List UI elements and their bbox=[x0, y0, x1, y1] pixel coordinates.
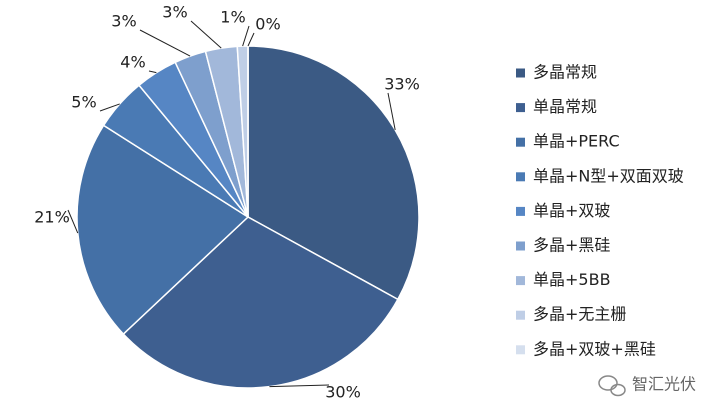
legend-swatch bbox=[516, 276, 525, 286]
legend-label: 多晶+双玻+黑硅 bbox=[533, 339, 656, 358]
data-label: 4% bbox=[120, 53, 145, 72]
legend-label: 多晶常规 bbox=[533, 63, 597, 82]
legend-swatch bbox=[516, 172, 525, 182]
leader-line bbox=[67, 209, 79, 234]
data-label: 5% bbox=[71, 93, 96, 112]
data-label: 33% bbox=[384, 75, 420, 94]
leader-line bbox=[242, 25, 250, 47]
data-label: 21% bbox=[34, 208, 70, 227]
legend-label: 多晶+无主栅 bbox=[533, 305, 626, 324]
legend-swatch bbox=[516, 310, 525, 320]
data-label: 30% bbox=[325, 383, 361, 402]
legend-swatch bbox=[516, 345, 525, 355]
pie-slice bbox=[247, 45, 420, 301]
legend-label: 单晶+双玻 bbox=[533, 201, 610, 220]
data-label: 0% bbox=[255, 15, 280, 34]
data-label: 3% bbox=[111, 12, 136, 31]
legend-label: 单晶常规 bbox=[533, 97, 597, 116]
leader-line bbox=[99, 103, 120, 112]
legend-swatch bbox=[516, 68, 525, 78]
pie-slice bbox=[122, 216, 399, 389]
legend-swatch bbox=[516, 103, 525, 113]
data-label: 3% bbox=[162, 3, 187, 22]
pie-slice bbox=[76, 124, 250, 336]
legend-swatch bbox=[516, 137, 525, 147]
leader-line bbox=[148, 70, 157, 74]
legend-swatch bbox=[516, 241, 525, 251]
legend-label: 单晶+N型+双面双玻 bbox=[533, 166, 684, 185]
leader-line bbox=[190, 20, 222, 49]
leader-line bbox=[269, 384, 330, 388]
legend-label: 多晶+黑硅 bbox=[533, 236, 610, 255]
watermark: 智汇光伏 bbox=[632, 375, 696, 394]
legend-swatch bbox=[516, 206, 525, 216]
legend-label: 单晶+5BB bbox=[533, 270, 611, 289]
watermark-icon bbox=[598, 375, 626, 397]
leader-line bbox=[139, 29, 191, 57]
leader-line bbox=[247, 32, 255, 47]
leader-line bbox=[387, 92, 396, 131]
data-label: 1% bbox=[220, 8, 245, 27]
legend-label: 单晶+PERC bbox=[533, 132, 620, 151]
